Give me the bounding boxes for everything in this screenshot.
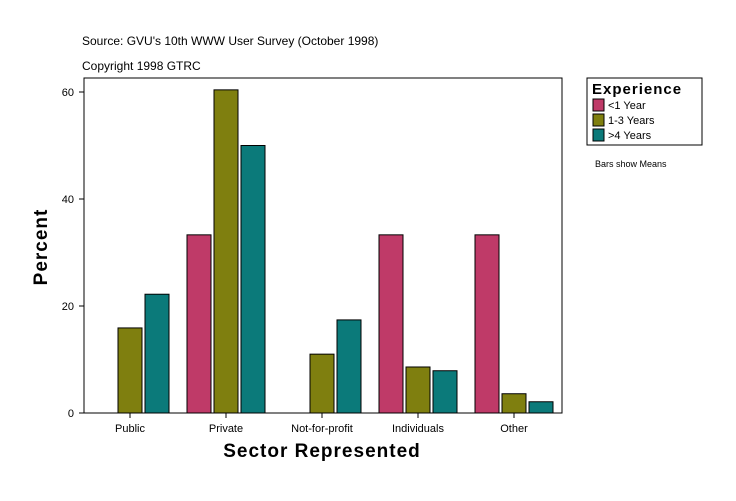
bar bbox=[432, 370, 458, 414]
legend-swatch bbox=[592, 98, 605, 112]
bars-note: Bars show Means bbox=[595, 159, 667, 169]
legend-label: 1-3 Years bbox=[608, 115, 655, 127]
x-tick-label: Other bbox=[500, 423, 528, 435]
bar bbox=[405, 366, 431, 414]
legend-title: Experience bbox=[592, 81, 682, 98]
bar bbox=[240, 145, 266, 414]
legend-swatch bbox=[592, 113, 605, 127]
bar bbox=[528, 401, 554, 414]
x-tick-label: Private bbox=[209, 423, 243, 435]
bar bbox=[474, 234, 500, 414]
bar bbox=[501, 393, 527, 414]
legend-box bbox=[586, 77, 703, 146]
bar bbox=[186, 234, 212, 414]
subtitle-source: Source: GVU's 10th WWW User Survey (Octo… bbox=[82, 34, 378, 48]
y-axis-title: Percent bbox=[31, 209, 52, 286]
y-tick-label: 20 bbox=[62, 301, 74, 313]
y-tick-label: 60 bbox=[62, 87, 74, 99]
x-tick-label: Individuals bbox=[392, 423, 444, 435]
legend-swatch bbox=[592, 128, 605, 142]
y-tick-label: 0 bbox=[68, 408, 74, 420]
x-tick-label: Public bbox=[115, 423, 145, 435]
bar bbox=[144, 293, 170, 414]
bar bbox=[213, 89, 239, 414]
legend-label: <1 Year bbox=[608, 100, 646, 112]
x-tick-label: Not-for-profit bbox=[291, 423, 353, 435]
bar bbox=[336, 319, 362, 414]
x-axis-title: Sector Represented bbox=[223, 441, 421, 462]
bar bbox=[309, 353, 335, 414]
bar bbox=[378, 234, 404, 414]
bar bbox=[117, 327, 143, 414]
y-tick-label: 40 bbox=[62, 194, 74, 206]
subtitle-copyright: Copyright 1998 GTRC bbox=[82, 59, 201, 73]
legend-label: >4 Years bbox=[608, 130, 652, 142]
